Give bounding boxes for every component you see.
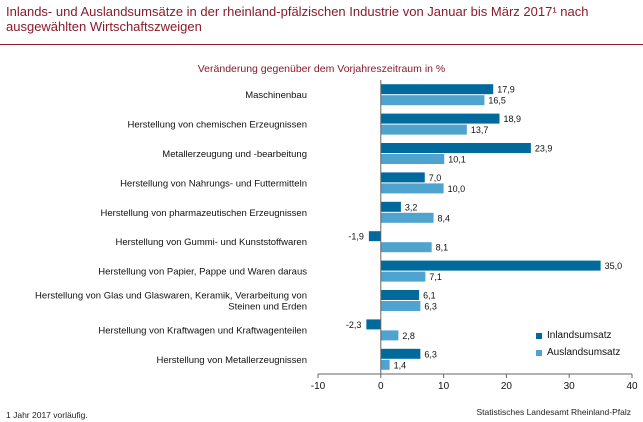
legend-label-inland: Inlandsumsatz — [547, 330, 612, 341]
data-label-inland: 23,9 — [535, 144, 553, 154]
x-tick-label: 10 — [438, 381, 450, 392]
x-tick-label: 0 — [378, 381, 384, 392]
bar-ausland — [380, 271, 426, 282]
x-tick-label: 30 — [564, 381, 576, 392]
bar-ausland — [380, 212, 434, 223]
bar-inland — [380, 348, 421, 359]
category-label: Herstellung von Glas und Glaswaren, Kera… — [35, 291, 307, 313]
bar-ausland — [380, 154, 445, 164]
category-label: Maschinenbau — [245, 90, 307, 101]
bar-ausland — [380, 124, 467, 135]
data-label-ausland: 10,0 — [448, 184, 466, 194]
data-label-inland: 35,0 — [605, 261, 623, 271]
bar-ausland — [380, 301, 421, 311]
category-label: Herstellung von chemischen Erzeugnissen — [127, 120, 307, 131]
bar-inland — [380, 260, 601, 271]
bar-ausland — [380, 330, 399, 341]
source-note: Statistisches Landesamt Rheinland-Pfalz — [476, 407, 632, 417]
chart-legend: Inlandsumsatz Auslandsumsatz — [536, 327, 620, 361]
data-label-inland: 6,3 — [424, 349, 437, 359]
legend-item-ausland: Auslandsumsatz — [536, 344, 620, 361]
data-label-inland: 17,9 — [497, 85, 515, 95]
category-label: Herstellung von Gummi- und Kunststoffwar… — [116, 237, 308, 248]
data-label-ausland: 6,3 — [424, 302, 437, 312]
data-label-inland: -1,9 — [348, 232, 364, 242]
data-label-ausland: 8,1 — [436, 243, 449, 253]
category-label: Herstellung von Papier, Pappe und Waren … — [98, 267, 307, 278]
bar-inland — [380, 84, 494, 95]
legend-swatch-ausland — [536, 349, 542, 356]
data-label-inland: -2,3 — [346, 320, 362, 330]
bar-inland — [368, 231, 381, 242]
data-label-ausland: 7,1 — [429, 272, 442, 282]
data-label-ausland: 10,1 — [448, 155, 466, 165]
bar-ausland — [380, 359, 390, 370]
bar-inland — [366, 319, 381, 330]
bar-ausland — [380, 95, 485, 106]
chart-subtitle-text: Veränderung gegenüber dem Vorjahreszeitr… — [197, 63, 446, 75]
data-label-ausland: 16,5 — [488, 96, 506, 106]
bar-inland — [380, 113, 500, 124]
x-tick-label: 20 — [501, 381, 513, 392]
x-tick-label: 40 — [626, 381, 638, 392]
chart-subtitle: Veränderung gegenüber dem Vorjahreszeitr… — [0, 63, 643, 75]
data-label-inland: 7,0 — [429, 173, 442, 183]
data-label-ausland: 8,4 — [438, 213, 451, 223]
bar-inland — [380, 172, 425, 183]
category-label: Herstellung von pharmazeutischen Erzeugn… — [101, 208, 307, 219]
data-label-ausland: 13,7 — [471, 125, 489, 135]
title-divider — [0, 44, 643, 45]
bar-ausland — [380, 183, 444, 194]
legend-item-inland: Inlandsumsatz — [536, 327, 620, 344]
legend-label-ausland: Auslandsumsatz — [547, 347, 621, 358]
bar-inland — [380, 143, 531, 153]
data-label-inland: 18,9 — [503, 114, 521, 124]
footnote: 1 Jahr 2017 vorläufig. — [6, 410, 88, 420]
category-label: Herstellung von Nahrungs- und Futtermitt… — [120, 178, 307, 189]
category-label: Herstellung von Metallerzeugnissen — [157, 355, 308, 366]
bar-inland — [380, 201, 401, 212]
chart-title: Inlands- und Auslandsumsätze in der rhei… — [6, 4, 589, 34]
bar-inland — [380, 290, 420, 300]
data-label-ausland: 2,8 — [402, 331, 415, 341]
data-label-ausland: 1,4 — [394, 360, 407, 370]
data-label-inland: 3,2 — [405, 202, 418, 212]
category-label: Herstellung von Kraftwagen und Kraftwage… — [98, 325, 307, 336]
bar-ausland — [380, 242, 432, 253]
x-tick-label: -10 — [311, 381, 326, 392]
data-label-inland: 6,1 — [423, 291, 436, 301]
legend-swatch-inland — [536, 332, 542, 339]
category-label: Metallerzeugung und -bearbeitung — [162, 149, 307, 160]
